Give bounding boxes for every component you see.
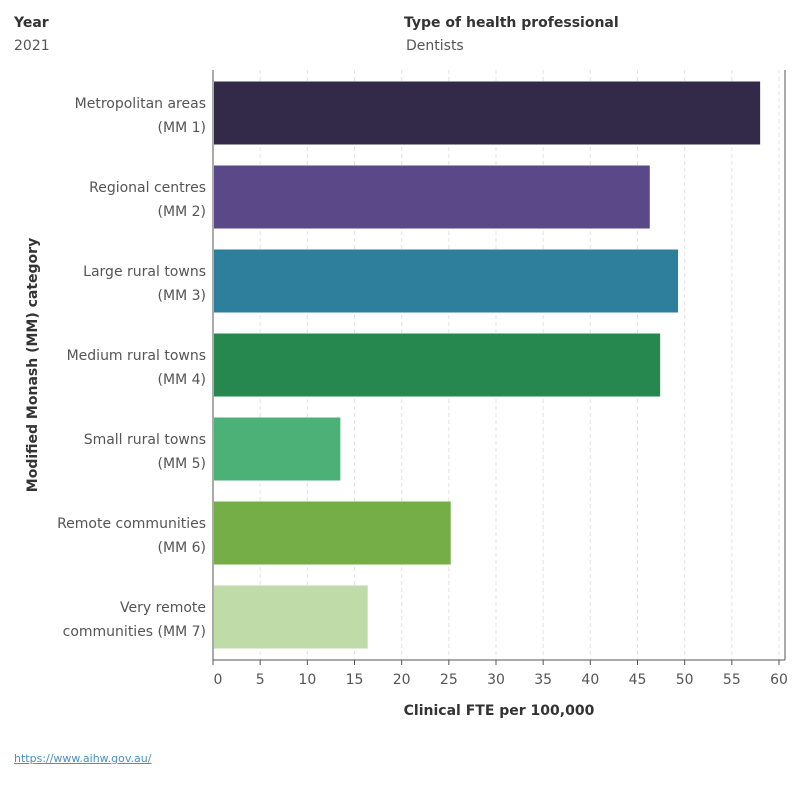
category-label: Regional centres — [89, 180, 206, 196]
x-tick-label: 40 — [581, 672, 599, 688]
category-label: (MM 4) — [158, 372, 206, 388]
x-tick-label: 15 — [346, 672, 364, 688]
category-label: Metropolitan areas — [75, 96, 206, 112]
bar-1 — [214, 81, 761, 145]
x-tick-label: 55 — [723, 672, 741, 688]
x-tick-label: 60 — [770, 672, 788, 688]
type-filter-value[interactable]: Dentists — [406, 38, 464, 54]
bar-6 — [214, 501, 451, 565]
x-tick-label: 0 — [214, 672, 223, 688]
aihw-link[interactable]: https://www.aihw.gov.au/ — [14, 752, 152, 765]
bar-3 — [214, 249, 679, 313]
category-label: Large rural towns — [83, 264, 206, 280]
category-label: (MM 2) — [158, 204, 206, 220]
category-label: Small rural towns — [84, 432, 206, 448]
x-axis-title: Clinical FTE per 100,000 — [404, 703, 595, 719]
x-tick-label: 45 — [629, 672, 647, 688]
bar-chart: 0 5 10 15 20 25 30 35 40 45 50 55 60 Metropolitan are… — [25, 70, 788, 719]
y-axis-title: Modified Monash (MM) category — [25, 238, 41, 492]
bar-4 — [214, 333, 661, 397]
x-tick-label: 25 — [440, 672, 458, 688]
type-filter-label: Type of health professional — [404, 15, 619, 31]
x-tick-label: 5 — [256, 672, 265, 688]
year-filter-label: Year — [14, 15, 49, 31]
x-tick-label: 35 — [534, 672, 552, 688]
bar-5 — [214, 417, 341, 481]
category-label: (MM 3) — [158, 288, 206, 304]
year-filter-value[interactable]: 2021 — [14, 38, 50, 54]
category-label: communities (MM 7) — [63, 624, 206, 640]
category-label: (MM 5) — [158, 456, 206, 472]
x-tick-label: 20 — [393, 672, 411, 688]
x-tick-label: 10 — [298, 672, 316, 688]
category-label: Very remote — [120, 600, 206, 616]
x-tick-label: 30 — [487, 672, 505, 688]
bar-2 — [214, 165, 650, 229]
category-label: (MM 1) — [158, 120, 206, 136]
category-label: Remote communities — [57, 516, 206, 532]
bar-7 — [214, 585, 368, 649]
x-tick-label: 50 — [676, 672, 694, 688]
category-label: Medium rural towns — [67, 348, 206, 364]
category-label: (MM 6) — [158, 540, 206, 556]
